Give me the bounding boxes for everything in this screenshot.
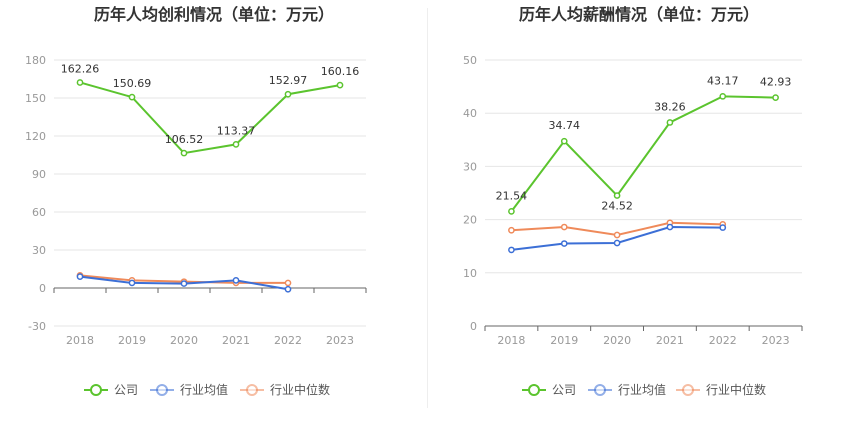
- profit-per-capita-chart: 历年人均创利情况（单位：万元） -30 0 30 60 90 120 150 180 2018 20…: [25, 5, 367, 397]
- legend-label: 行业中位数: [706, 382, 766, 397]
- data-point: [336, 81, 344, 89]
- x-tick-label: 2019: [550, 334, 578, 347]
- y-tick-label: 50: [463, 54, 477, 67]
- chart-title: 历年人均薪酬情况（单位：万元）: [519, 5, 759, 24]
- data-point: [284, 279, 292, 287]
- chart-divider: [427, 8, 428, 408]
- data-point: [180, 149, 188, 157]
- data-label: 152.97: [269, 74, 308, 87]
- y-tick-label: 0: [470, 320, 477, 333]
- data-point: [284, 90, 292, 98]
- legend-label: 公司: [552, 383, 576, 397]
- data-label: 38.26: [654, 100, 686, 113]
- y-tick-label: -30: [28, 320, 46, 333]
- legend-marker: [594, 384, 606, 396]
- y-tick-label: 40: [463, 107, 477, 120]
- legend-marker: [528, 384, 540, 396]
- data-point: [284, 285, 292, 293]
- legend-label: 公司: [114, 383, 138, 397]
- legend-marker: [90, 384, 102, 396]
- series-line-0: [79, 81, 341, 155]
- legend-label: 行业中位数: [270, 382, 330, 397]
- series-line-1: [511, 226, 723, 251]
- legend-label: 行业均值: [180, 382, 228, 397]
- data-point: [666, 119, 674, 126]
- data-label: 21.54: [496, 189, 528, 202]
- x-tick-label: 2022: [274, 334, 302, 347]
- data-label: 160.16: [321, 65, 360, 78]
- data-point: [613, 239, 621, 247]
- data-point: [128, 279, 136, 287]
- legend-marker: [682, 384, 694, 396]
- series-line-0: [510, 95, 776, 213]
- data-point: [666, 223, 674, 231]
- data-label: 162.26: [61, 62, 100, 75]
- y-tick-label: 30: [32, 244, 46, 257]
- data-point: [772, 94, 779, 101]
- x-tick-label: 2022: [709, 334, 737, 347]
- y-tick-label: 90: [32, 168, 46, 181]
- data-point: [560, 137, 568, 145]
- data-point: [719, 224, 727, 231]
- data-point: [232, 277, 240, 284]
- x-tick-label: 2023: [762, 334, 790, 347]
- y-tick-label: 180: [25, 54, 46, 67]
- x-tick-label: 2021: [656, 334, 684, 347]
- data-point: [613, 231, 621, 239]
- data-point: [560, 240, 568, 247]
- data-label: 150.69: [113, 77, 152, 90]
- x-tick-label: 2020: [603, 334, 631, 347]
- data-point: [232, 141, 240, 148]
- y-tick-label: 30: [463, 160, 477, 173]
- data-point: [719, 92, 727, 100]
- y-tick-label: 120: [25, 130, 46, 143]
- chart-title: 历年人均创利情况（单位：万元）: [94, 5, 334, 24]
- x-tick-label: 2023: [326, 334, 354, 347]
- salary-per-capita-chart: 历年人均薪酬情况（单位：万元） 0 10 20 30 40 50 2018 2019 2020 20…: [463, 5, 803, 397]
- data-point: [508, 226, 515, 234]
- x-tick-label: 2018: [66, 334, 94, 347]
- data-point: [613, 192, 621, 199]
- data-point: [560, 223, 568, 231]
- x-tick-label: 2020: [170, 334, 198, 347]
- x-tick-label: 2019: [118, 334, 146, 347]
- legend-marker: [246, 384, 258, 396]
- data-label: 113.37: [217, 124, 256, 137]
- data-label: 24.52: [601, 200, 633, 213]
- data-label: 34.74: [549, 119, 581, 132]
- legend-label: 行业均值: [618, 382, 666, 397]
- data-label: 106.52: [165, 133, 204, 146]
- y-tick-label: 0: [39, 282, 46, 295]
- legend-marker: [156, 384, 168, 396]
- x-tick-label: 2018: [497, 334, 525, 347]
- data-point: [180, 280, 188, 287]
- data-point: [76, 273, 84, 280]
- data-point: [508, 246, 515, 254]
- y-tick-label: 20: [463, 214, 477, 227]
- y-tick-label: 60: [32, 206, 46, 219]
- y-tick-label: 150: [25, 92, 46, 105]
- data-point: [76, 79, 84, 86]
- data-point: [508, 208, 515, 215]
- x-tick-label: 2021: [222, 334, 250, 347]
- data-label: 42.93: [760, 76, 792, 89]
- data-label: 43.17: [707, 74, 739, 87]
- y-tick-label: 10: [463, 267, 477, 280]
- data-point: [128, 93, 136, 101]
